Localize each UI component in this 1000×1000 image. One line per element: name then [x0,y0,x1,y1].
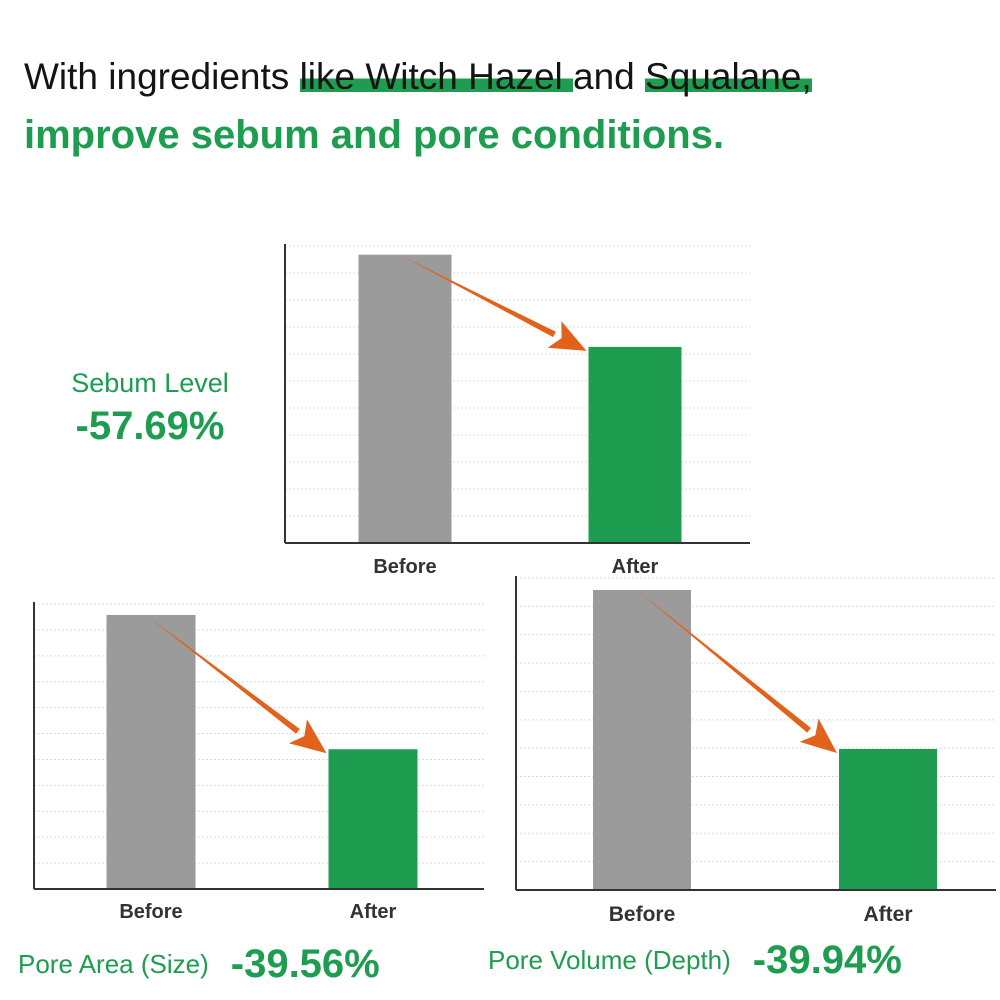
trend-arrow-head [288,719,327,754]
headline-text-and: and [573,56,646,97]
headline-line-1: With ingredients like Witch Hazel and Sq… [24,48,984,106]
pore-area-chart: Before After [30,598,490,930]
x-tick-label-before: Before [119,901,182,923]
sebum-level-metric: Sebum Level -57.69% [60,364,240,450]
sebum-level-label: Sebum Level [71,368,229,398]
headline: With ingredients like Witch Hazel and Sq… [24,48,984,164]
bar-before [106,614,196,889]
pore-area-label: Pore Area (Size) [18,949,209,979]
pore-volume-chart: Before After [510,572,1000,934]
bar-after [839,749,937,890]
chart-svg: Before After [33,602,484,923]
bar-after [588,346,682,543]
trend-arrow-shaft [401,255,556,338]
headline-line-2: improve sebum and pore conditions. [24,113,725,157]
trend-arrow-head [799,718,837,753]
bar-before [358,254,452,543]
x-tick-label-after: After [612,556,659,578]
sebum-level-chart: Before After [280,240,760,585]
sebum-level-value: -57.69% [75,404,225,448]
headline-text-prefix: With ingredients [24,56,300,97]
headline-highlight-witch-hazel: like Witch Hazel [299,56,574,97]
x-tick-label-after: After [350,901,397,923]
pore-area-value: -39.56% [230,942,380,986]
x-tick-label-after: After [863,903,912,926]
trend-arrow-shaft [638,591,811,733]
chart-svg: Before After [284,244,750,578]
x-tick-label-before: Before [373,556,436,578]
bar-before [593,590,691,890]
pore-area-metric: Pore Area (Size) -39.56% [18,942,380,987]
headline-highlight-squalane: Squalane, [645,56,812,97]
pore-volume-metric: Pore Volume (Depth) -39.94% [488,938,902,983]
x-tick-label-before: Before [609,903,676,926]
trend-arrow-head [547,321,587,351]
pore-volume-value: -39.94% [752,938,902,982]
chart-svg: Before After [515,576,996,926]
trend-arrow-shaft [147,615,300,734]
pore-volume-label: Pore Volume (Depth) [488,945,731,975]
bar-after [328,749,418,889]
